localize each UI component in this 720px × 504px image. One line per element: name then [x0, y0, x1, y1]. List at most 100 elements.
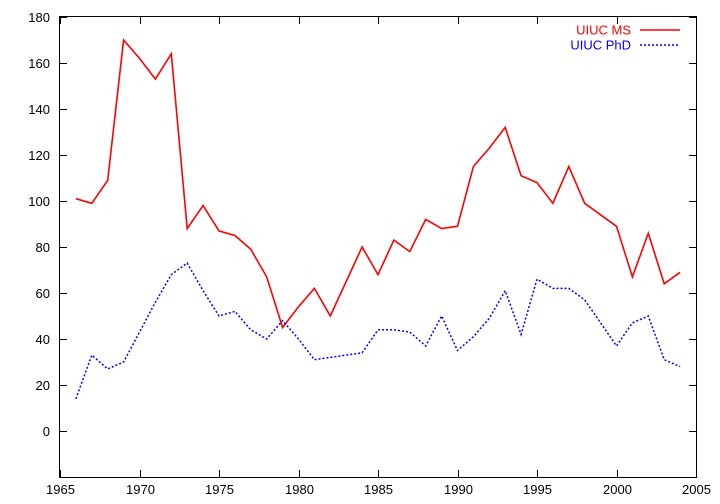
data-point — [663, 359, 665, 361]
data-point — [202, 290, 204, 292]
data-point — [520, 175, 522, 177]
data-point — [568, 165, 570, 167]
data-point — [377, 273, 379, 275]
data-point — [552, 287, 554, 289]
data-point — [154, 78, 156, 80]
y-tick-label: 80 — [36, 240, 50, 255]
data-point — [329, 356, 331, 358]
data-point — [568, 287, 570, 289]
data-point — [186, 227, 188, 229]
data-point — [138, 57, 140, 59]
data-point — [425, 218, 427, 220]
data-point — [75, 398, 77, 400]
data-point — [218, 315, 220, 317]
data-point — [584, 202, 586, 204]
data-point — [472, 165, 474, 167]
data-point — [488, 147, 490, 149]
data-point — [266, 338, 268, 340]
data-point — [456, 225, 458, 227]
data-point — [154, 301, 156, 303]
data-point — [281, 326, 283, 328]
y-tick-label: 140 — [28, 102, 50, 117]
data-point — [313, 287, 315, 289]
x-tick-label: 2005 — [682, 482, 711, 497]
data-point — [536, 278, 538, 280]
data-point — [663, 283, 665, 285]
data-point — [488, 317, 490, 319]
data-point — [615, 345, 617, 347]
y-tick-label: 160 — [28, 56, 50, 71]
data-point — [552, 202, 554, 204]
data-point — [297, 338, 299, 340]
data-point — [186, 262, 188, 264]
data-point — [647, 315, 649, 317]
data-point — [138, 331, 140, 333]
data-point — [202, 204, 204, 206]
data-point — [361, 352, 363, 354]
plot-frame — [59, 16, 697, 478]
data-point — [297, 306, 299, 308]
y-tick-label: 0 — [43, 424, 50, 439]
data-point — [504, 126, 506, 128]
data-point — [504, 290, 506, 292]
data-point — [679, 365, 681, 367]
data-point — [456, 349, 458, 351]
data-point — [647, 232, 649, 234]
data-point — [170, 273, 172, 275]
x-tick-label: 2000 — [603, 482, 632, 497]
data-point — [345, 280, 347, 282]
y-tick-label: 40 — [36, 332, 50, 347]
y-tick-label: 100 — [28, 194, 50, 209]
legend-label: UIUC PhD — [570, 38, 631, 53]
data-point — [472, 336, 474, 338]
x-tick-label: 1990 — [444, 482, 473, 497]
y-tick-label: 180 — [28, 10, 50, 25]
data-point — [250, 329, 252, 331]
data-point — [313, 359, 315, 361]
x-tick-label: 1975 — [205, 482, 234, 497]
data-point — [250, 248, 252, 250]
data-point — [91, 202, 93, 204]
data-point — [520, 333, 522, 335]
data-point — [393, 329, 395, 331]
data-point — [75, 198, 77, 200]
x-tick-label: 1985 — [364, 482, 393, 497]
x-tick-label: 1970 — [126, 482, 155, 497]
data-point — [599, 214, 601, 216]
data-point — [170, 53, 172, 55]
data-point — [425, 345, 427, 347]
data-point — [631, 322, 633, 324]
y-tick-label: 120 — [28, 148, 50, 163]
data-point — [329, 315, 331, 317]
data-point — [218, 230, 220, 232]
x-tick-label: 1995 — [523, 482, 552, 497]
data-point — [584, 299, 586, 301]
data-point — [361, 246, 363, 248]
data-point — [409, 331, 411, 333]
data-point — [440, 315, 442, 317]
data-point — [679, 271, 681, 273]
x-tick-label: 1980 — [285, 482, 314, 497]
data-point — [536, 181, 538, 183]
data-point — [615, 225, 617, 227]
data-point — [266, 276, 268, 278]
data-point — [122, 361, 124, 363]
series-line-ms — [75, 38, 681, 330]
data-point — [234, 310, 236, 312]
series-line-phd — [75, 262, 681, 400]
data-point — [631, 276, 633, 278]
data-point — [599, 322, 601, 324]
y-tick-label: 20 — [36, 378, 50, 393]
data-point — [122, 39, 124, 41]
data-point — [107, 179, 109, 181]
legend-label: UIUC MS — [576, 23, 631, 38]
data-point — [345, 354, 347, 356]
data-point — [234, 234, 236, 236]
data-point — [440, 227, 442, 229]
data-point — [393, 239, 395, 241]
y-tick-label: 60 — [36, 286, 50, 301]
x-tick-label: 1965 — [46, 482, 75, 497]
data-point — [107, 368, 109, 370]
data-point — [281, 319, 283, 321]
